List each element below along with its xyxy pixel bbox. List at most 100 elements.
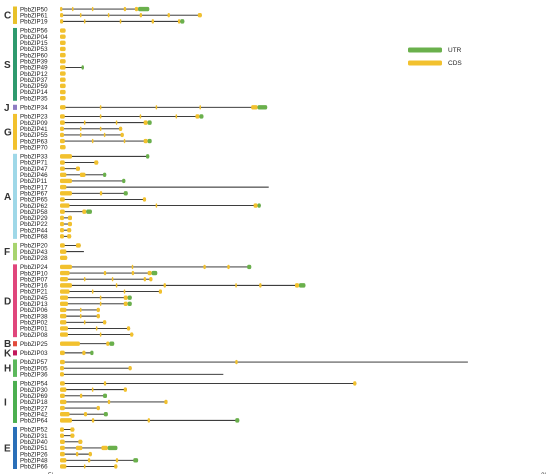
utr-segment (180, 19, 185, 24)
gene-name: PbbZIP12 (20, 71, 48, 78)
gene-row: PbbZIP35 (20, 95, 66, 102)
cds-segment (96, 313, 100, 319)
cds-segment (60, 89, 66, 95)
gene-name: PbbZIP08 (20, 332, 48, 339)
group-color-bar (13, 350, 17, 356)
cds-segment (79, 313, 82, 319)
gene-row: PbbZIP62 (20, 203, 261, 210)
gene-row: PbbZIP07 (20, 276, 153, 283)
cds-segment (60, 65, 66, 70)
cds-segment (99, 332, 102, 337)
gene-name: PbbZIP61 (20, 12, 48, 19)
group-label: K (4, 348, 12, 359)
cds-segment (60, 313, 67, 319)
cds-segment (60, 277, 68, 282)
gene-row: PbbZIP06 (20, 307, 100, 314)
utr-segment (107, 445, 118, 451)
cds-segment (60, 221, 64, 227)
cds-segment (60, 439, 65, 445)
cds-segment (60, 215, 64, 221)
cds-segment (60, 160, 65, 165)
cds-segment (60, 326, 68, 331)
cds-segment (60, 393, 65, 398)
gene-row: PbbZIP47 (20, 166, 80, 173)
gene-name: PbbZIP46 (20, 172, 48, 179)
cds-segment (123, 387, 127, 392)
cds-segment (60, 387, 67, 392)
cds-segment (115, 283, 118, 288)
gene-row: PbbZIP20 (20, 243, 81, 250)
cds-segment (158, 289, 162, 294)
cds-segment (99, 114, 102, 119)
cds-segment (60, 283, 72, 288)
gene-row: PbbZIP53 (20, 46, 66, 53)
cds-segment (107, 399, 111, 405)
cds-segment (123, 295, 128, 300)
cds-segment (128, 365, 132, 371)
utr-segment (235, 418, 240, 423)
group-color-bar (13, 27, 17, 101)
legend-swatch (408, 47, 442, 53)
utr-segment (247, 264, 252, 270)
cds-segment (60, 451, 65, 457)
cds-segment (60, 105, 66, 110)
gene-row: PbbZIP27 (20, 405, 100, 412)
gene-name: PbbZIP71 (20, 160, 48, 167)
gene-row: PbbZIP70 (20, 144, 66, 151)
gene-name: PbbZIP57 (20, 359, 48, 366)
gene-name: PbbZIP22 (20, 221, 48, 228)
group-color-bar (13, 264, 17, 338)
gene-row: PbbZIP05 (20, 365, 132, 372)
utr-segment (127, 301, 132, 307)
group-label: F (4, 247, 10, 258)
gene-name: PbbZIP14 (20, 89, 48, 96)
gene-row: PbbZIP44 (20, 227, 72, 234)
gene-name: PbbZIP16 (20, 283, 48, 290)
gene-name: PbbZIP65 (20, 197, 48, 204)
utr-segment (103, 172, 107, 178)
cds-segment (60, 427, 64, 432)
cds-segment (118, 126, 123, 131)
cds-segment (235, 283, 237, 288)
cds-segment (60, 412, 70, 417)
gene-group-a: PbbZIP33PbbZIP71PbbZIP47PbbZIP46PbbZIP11… (4, 154, 269, 241)
gene-group-i: PbbZIP54PbbZIP30PbbZIP69PbbZIP18PbbZIP27… (4, 381, 357, 425)
cds-segment (203, 264, 206, 270)
gene-row: PbbZIP11 (20, 178, 126, 185)
gene-name: PbbZIP63 (20, 138, 48, 145)
utr-segment (299, 283, 306, 288)
cds-segment (60, 399, 67, 405)
cds-segment (142, 197, 147, 202)
cds-segment (123, 138, 126, 144)
gene-row: PbbZIP68 (20, 234, 72, 241)
cds-segment (60, 433, 64, 438)
gene-name: PbbZIP31 (20, 433, 48, 440)
utr-segment (103, 412, 108, 417)
gene-row: PbbZIP03 (20, 350, 94, 357)
cds-segment (60, 59, 66, 64)
gene-row: PbbZIP21 (20, 289, 162, 296)
cds-segment (99, 126, 102, 131)
gene-name: PbbZIP05 (20, 365, 48, 372)
cds-segment (123, 301, 128, 307)
gene-name: PbbZIP62 (20, 203, 48, 210)
cds-segment (60, 350, 65, 356)
gene-name: PbbZIP52 (20, 427, 48, 434)
cds-segment (60, 289, 70, 294)
gene-row: PbbZIP17 (20, 184, 269, 191)
cds-segment (60, 249, 67, 254)
x-axis: 010,00020,00030,00040,00050,00060,0005'3… (48, 472, 546, 474)
gene-name: PbbZIP59 (20, 83, 48, 90)
gene-row: PbbZIP15 (20, 40, 66, 47)
cds-segment (175, 114, 178, 119)
cds-segment (60, 52, 66, 58)
group-color-bar (13, 341, 17, 347)
cds-segment (60, 445, 65, 451)
cds-segment (177, 19, 181, 24)
gene-name: PbbZIP67 (20, 190, 48, 197)
gene-row: PbbZIP69 (20, 393, 108, 400)
gene-row: PbbZIP12 (20, 71, 66, 78)
gene-row: PbbZIP51 (20, 445, 118, 452)
group-color-bar (13, 6, 17, 24)
